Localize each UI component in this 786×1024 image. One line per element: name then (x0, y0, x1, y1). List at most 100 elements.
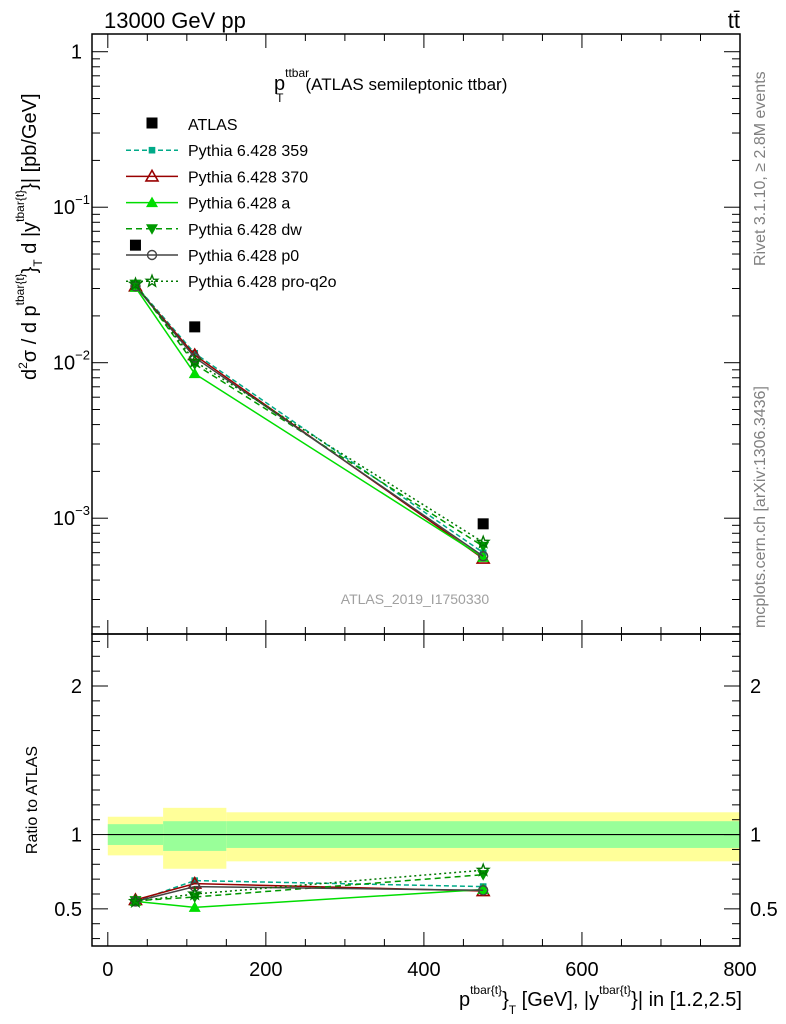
x-tick-label: 800 (723, 959, 756, 981)
atlas-data-point (129, 239, 141, 251)
main-series-point (127, 276, 144, 291)
legend-label: Pythia 6.428 pro-q2o (188, 274, 337, 291)
legend-atlas-marker (146, 117, 158, 129)
ratio-series-point (477, 883, 490, 895)
mcplots-label: mcplots.cern.ch [arXiv:1306.3436] (752, 386, 769, 628)
ratio-series-point (475, 862, 491, 877)
ratio-series-point (189, 881, 200, 892)
main-series-point (188, 367, 201, 379)
legend-marker (146, 196, 158, 208)
ratio-panel: 0.5 0.5 1 1 2 2 0 200 400 600 800 Ratio to ATLAS p… (24, 633, 778, 1017)
ylabel-sigma: σ / d p (19, 305, 41, 362)
x-tick-label: 400 (407, 959, 440, 981)
ylabel-brace: } (19, 266, 41, 273)
tick-base: 10 (53, 508, 75, 530)
atlas-data-point (477, 518, 489, 530)
main-series-point (187, 353, 203, 368)
ratio-panel-frame (91, 633, 741, 947)
main-y-axis-label: d2σ / d ptbar{t}}T d |ytbar{t}}| [pb/GeV… (13, 93, 45, 380)
ratio-uncertainty-bands (107, 807, 741, 869)
main-series-group (127, 276, 491, 564)
main-series-line (134, 285, 484, 560)
main-series-point (130, 281, 141, 292)
x-tick-label: 200 (249, 959, 282, 981)
main-series-point (189, 352, 200, 363)
ratio-series-line (135, 873, 484, 902)
legend-atlas-label: ATLAS (188, 117, 238, 134)
ratio-series-line (135, 879, 484, 903)
legend-marker (146, 249, 158, 261)
ratio-y-tick-label: 0.5 (54, 899, 82, 921)
x-axis-label: ptbar{t}}T [GeV], |ytbar{t}}| in [1.2,2.… (459, 983, 742, 1017)
main-series-point (475, 534, 491, 549)
tick-exponent: −3 (75, 503, 90, 518)
legend-label: Pythia 6.428 dw (188, 222, 302, 239)
main-series-line (134, 283, 484, 543)
ylabel-sup-tbar: tbar{t} (13, 273, 27, 305)
main-series-line (134, 283, 484, 547)
main-series-point (477, 550, 489, 562)
analysis-watermark: ATLAS_2019_I1750330 (341, 591, 490, 607)
plot-title-p: p (274, 73, 285, 95)
xlabel-brace: } (502, 989, 509, 1011)
ratio-series-point (191, 877, 199, 884)
legend: ATLAS Pythia 6.428 359 Pythia 6.428 370 Pyt… (126, 117, 337, 291)
ylabel-sub-t: T (31, 259, 45, 267)
ratio-series-group (127, 862, 491, 912)
main-axis-ticks: 110−110−210−3 (53, 34, 741, 634)
atlas-data-point (189, 321, 201, 333)
main-y-tick-label: 10−3 (53, 503, 90, 530)
plot-title: pttbar T (ATLAS semileptonic ttbar) (274, 66, 507, 105)
tick-exponent: −1 (75, 192, 90, 207)
x-tick-label: 0 (102, 959, 113, 981)
main-series-line (134, 285, 484, 557)
ratio-series-point (187, 885, 203, 901)
main-series-line (134, 284, 484, 554)
xlabel-sup-tbar2: tbar{t} (599, 983, 631, 997)
ratio-axis-ticks: 0.5 0.5 1 1 2 2 0 200 400 600 800 (54, 634, 778, 981)
ylabel-sup-tbar2: tbar{t} (13, 190, 27, 222)
process-label: tt̄ (728, 8, 740, 33)
ratio-series-point (188, 901, 201, 912)
ratio-y-tick-label: 2 (71, 676, 82, 698)
tick-exponent: −2 (75, 348, 90, 363)
legend-label: Pythia 6.428 370 (188, 169, 308, 186)
legend-marker (144, 273, 160, 288)
ratio-y-tick-label-right: 0.5 (750, 899, 778, 921)
main-y-tick-label: 1 (71, 42, 82, 64)
legend-label: Pythia 6.428 p0 (188, 248, 299, 265)
x-tick-label: 600 (565, 959, 598, 981)
ratio-series-point (127, 893, 144, 908)
legend-marker (146, 224, 158, 235)
ratio-y-tick-label: 1 (71, 825, 82, 847)
ratio-series-line (135, 888, 484, 909)
legend-marker (144, 168, 160, 182)
ylabel-sup2: 2 (16, 362, 30, 369)
rivet-version-label: Rivet 3.1.10, ≥ 2.8M events (752, 71, 769, 266)
xlabel-gev: [GeV], |y (516, 989, 599, 1011)
main-y-tick-label: 10−2 (53, 348, 90, 375)
legend-label: Pythia 6.428 a (188, 196, 290, 213)
xlabel-sup-tbar: tbar{t} (470, 983, 502, 997)
main-y-tick-label: 10−1 (53, 192, 90, 219)
ratio-y-tick-label-right: 1 (750, 825, 761, 847)
atlas-data-group (129, 239, 489, 530)
ratio-band-inner (163, 821, 227, 851)
plot-title-text: (ATLAS semileptonic ttbar) (305, 75, 507, 94)
main-panel: 110−110−210−3 pttbar T(ATLAS semileptonic… (13, 33, 741, 635)
energy-label: 13000 GeV pp (104, 8, 246, 33)
legend-marker (148, 146, 156, 154)
xlabel-range: }| in [1.2,2.5] (631, 989, 742, 1011)
plot-title-sup: ttbar (285, 66, 309, 80)
xlabel-p: p (459, 989, 470, 1011)
xlabel-sub-t: T (509, 1003, 517, 1017)
ylabel-d: d (19, 369, 41, 380)
plot-title-sub: T (276, 91, 284, 105)
ratio-y-axis-label: Ratio to ATLAS (24, 746, 41, 854)
tick-base: 10 (53, 197, 75, 219)
legend-label: Pythia 6.428 359 (188, 143, 308, 160)
ratio-y-tick-label-right: 2 (750, 676, 761, 698)
ratio-series-point (477, 885, 489, 896)
tick-base: 10 (53, 353, 75, 375)
